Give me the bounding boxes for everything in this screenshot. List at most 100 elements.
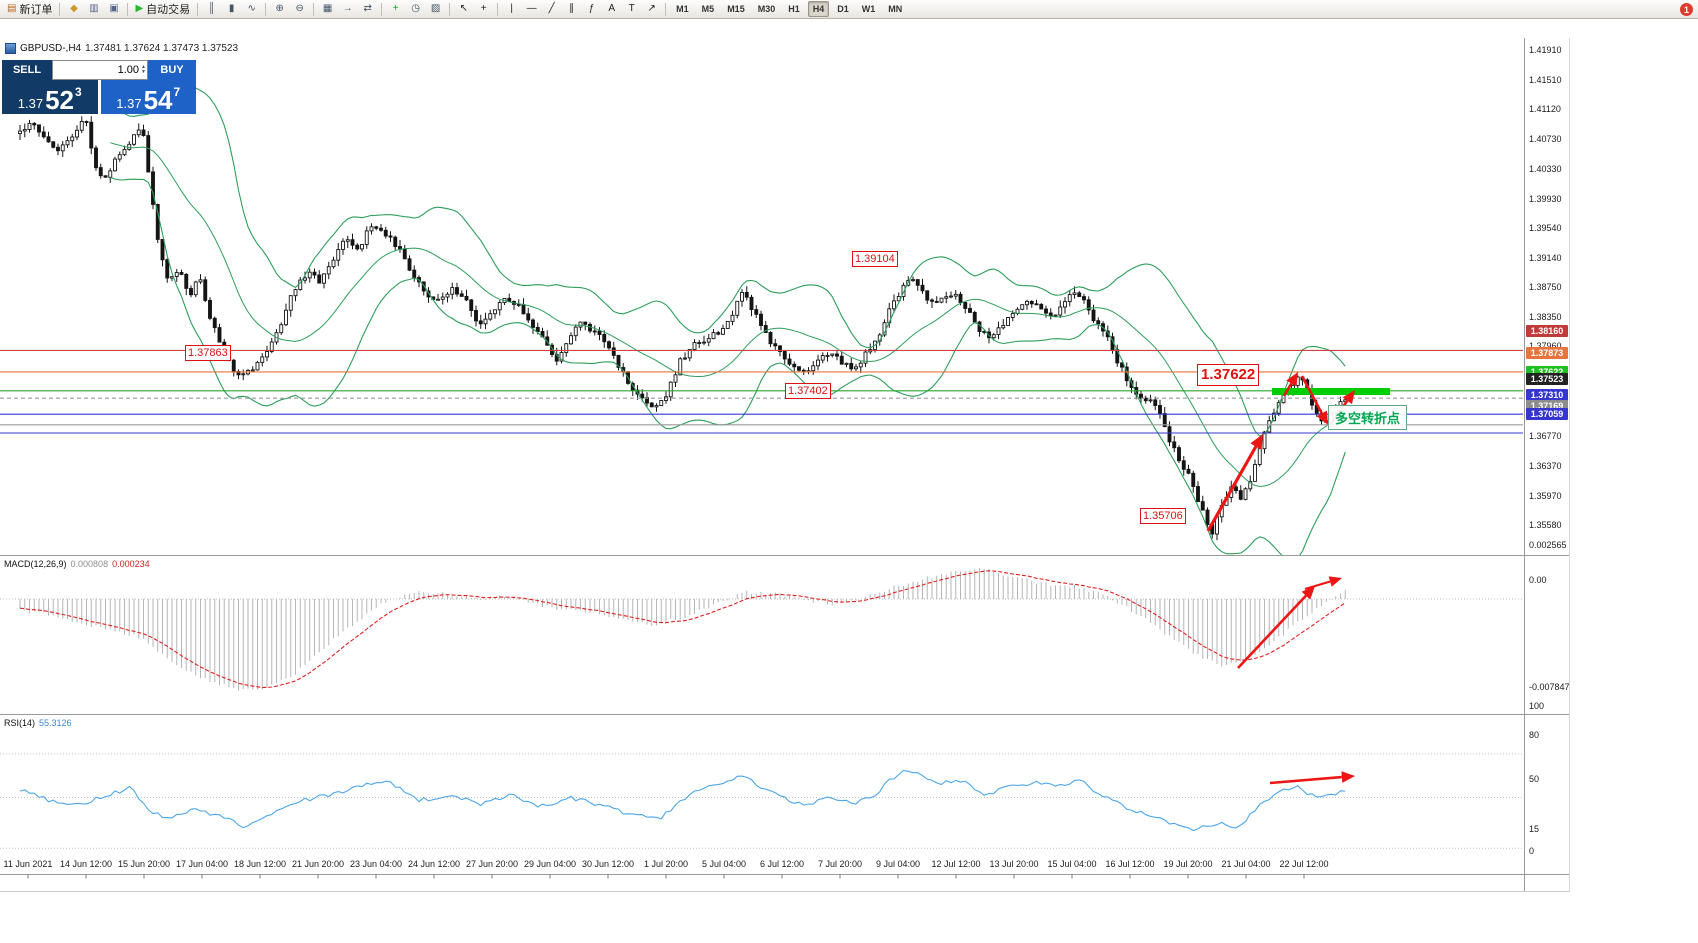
new-order-label: 新订单	[19, 4, 53, 16]
one-click-price-row: 1.37 52 3 1.37 54 7	[2, 80, 196, 114]
macd-main-value: 0.000808	[70, 559, 109, 569]
macd-name: MACD(12,26,9)	[4, 559, 67, 569]
toolbar-fibonacci-button[interactable]: ƒ	[582, 1, 601, 18]
macd-indicator-label: MACD(12,26,9) 0.000808 0.000234	[4, 559, 150, 569]
toolbar-separator	[313, 2, 315, 16]
sell-button[interactable]: SELL	[2, 60, 52, 80]
toolbar-trendline-button[interactable]: ╱	[542, 1, 561, 18]
auto-scroll-icon: →	[342, 3, 353, 14]
volume-value[interactable]: 1.00	[117, 64, 140, 76]
toolbar-chart-shift-button[interactable]: ⇄	[358, 1, 377, 18]
chart-window: GBPUSD-,H4 1.37481 1.37624 1.37473 1.375…	[0, 19, 1570, 943]
toolbar-equidistant-channel-button[interactable]: ∥	[562, 1, 581, 18]
toolbar-horizontal-line-button[interactable]: —	[522, 1, 541, 18]
toolbar-separator	[449, 2, 451, 16]
autotrading-icon: ▶	[135, 3, 144, 14]
timeframe-M30-button[interactable]: M30	[757, 4, 776, 14]
rsi-value: 55.3126	[39, 718, 72, 728]
rsi-name: RSI(14)	[4, 718, 36, 728]
chart-ohlc-values: 1.37481 1.37624 1.37473 1.37523	[85, 43, 239, 54]
volume-field[interactable]: 1.00 ▲ ▼	[52, 60, 148, 80]
chart-canvas[interactable]	[0, 38, 1570, 943]
toolbar-candles-chart-button[interactable]: ▮	[222, 1, 241, 18]
print-icon: ▥	[89, 3, 99, 14]
toolbar-separator	[265, 2, 267, 16]
spinner-down-icon[interactable]: ▼	[141, 69, 146, 75]
toolbar-separator	[59, 2, 61, 16]
chart-mini-icon	[5, 43, 16, 54]
main-toolbar: ▤ 新订单 ◆ ▥ ▣ ▶ 自动交易 ║ ▮ ∿ ⊕ ⊖ ▦ → ⇄ + ◷ ▨ ↖ + | — ╱ ∥ ƒ A T ↗ M1 M5 M15…	[0, 0, 1698, 19]
toolbar-separator	[497, 2, 499, 16]
autotrading-label: 自动交易	[146, 4, 191, 16]
toolbar-zoom-in-button[interactable]: ⊕	[270, 1, 289, 18]
timeframe-D1-button[interactable]: D1	[837, 4, 849, 14]
timeframe-H4-button[interactable]: H4	[807, 1, 830, 17]
toolbar-print-button[interactable]: ▥	[84, 1, 103, 18]
indicators-icon: +	[392, 3, 399, 14]
toolbar-zoom-out-button[interactable]: ⊖	[290, 1, 309, 18]
toolbar-profiles-button[interactable]: ◆	[64, 1, 83, 18]
templates-icon: ▨	[430, 3, 441, 14]
buy-button[interactable]: BUY	[148, 60, 196, 80]
spinner-up-icon[interactable]: ▲	[141, 64, 146, 70]
cursor-icon: ↖	[459, 3, 468, 14]
data-window-icon: ▣	[109, 3, 119, 14]
toolbar-vertical-line-button[interactable]: |	[502, 1, 521, 18]
line-chart-icon: ∿	[247, 3, 256, 14]
one-click-trading-panel: SELL 1.00 ▲ ▼ BUY 1.37 52 3 1.37 54 7	[2, 60, 196, 114]
toolbar-cursor-button[interactable]: ↖	[454, 1, 473, 18]
toolbar-text-button[interactable]: A	[602, 1, 621, 18]
toolbar-bars-chart-button[interactable]: ║	[202, 1, 221, 18]
buy-price-button[interactable]: 1.37 54 7	[100, 80, 196, 115]
toolbar-separator	[197, 2, 199, 16]
volume-spinner[interactable]: ▲ ▼	[141, 65, 146, 75]
timeframe-M15-button[interactable]: M15	[727, 4, 745, 14]
toolbar-text-label-button[interactable]: T	[622, 1, 641, 18]
bars-chart-icon: ║	[208, 3, 216, 14]
trendline-icon: ╱	[548, 3, 555, 14]
notification-badge[interactable]: 1	[1680, 3, 1693, 16]
toolbar-templates-button[interactable]: ▨	[426, 1, 445, 18]
toolbar-new-order-button[interactable]: ▤ 新订单	[4, 1, 55, 18]
macd-signal-value: 0.000234	[112, 559, 150, 569]
sell-price-pips: 52	[45, 84, 75, 115]
timeframe-M1-button[interactable]: M1	[676, 4, 689, 14]
zoom-out-icon: ⊖	[295, 3, 304, 14]
horizontal-line-icon: —	[526, 3, 537, 14]
buy-price-point: 7	[173, 85, 181, 99]
timeframe-MN-button[interactable]: MN	[888, 4, 903, 14]
toolbar-line-chart-button[interactable]: ∿	[242, 1, 261, 18]
toolbar-separator	[665, 2, 667, 16]
tile-windows-icon: ▦	[322, 3, 333, 14]
new-order-icon: ▤	[7, 3, 17, 14]
toolbar-crosshair-button[interactable]: +	[474, 1, 493, 18]
periods-icon: ◷	[411, 3, 421, 14]
toolbar-separator	[381, 2, 383, 16]
zoom-in-icon: ⊕	[275, 3, 284, 14]
text-icon: A	[608, 3, 615, 14]
toolbar-arrows-tool-button[interactable]: ↗	[642, 1, 661, 18]
rsi-plot	[0, 753, 1523, 849]
buy-price-base: 1.37	[116, 96, 142, 112]
text-label-icon: T	[628, 3, 635, 14]
equidistant-channel-icon: ∥	[569, 3, 575, 14]
toolbar-indicators-button[interactable]: +	[386, 1, 405, 18]
sell-price-button[interactable]: 1.37 52 3	[2, 80, 98, 114]
toolbar-tile-windows-button[interactable]: ▦	[318, 1, 337, 18]
timeframe-H1-button[interactable]: H1	[788, 4, 800, 14]
toolbar-autotrading-button[interactable]: ▶ 自动交易	[132, 1, 193, 18]
buy-price-pips: 54	[143, 84, 173, 115]
one-click-top-row: SELL 1.00 ▲ ▼ BUY	[2, 60, 196, 80]
toolbar-separator	[127, 2, 129, 16]
toolbar-periods-button[interactable]: ◷	[406, 1, 425, 18]
toolbar-auto-scroll-button[interactable]: →	[338, 1, 357, 18]
main-chart-plot	[0, 78, 1523, 555]
profiles-icon: ◆	[70, 3, 78, 14]
timeframe-M5-button[interactable]: M5	[701, 4, 715, 14]
chart-shift-icon: ⇄	[363, 3, 372, 14]
toolbar-data-window-button[interactable]: ▣	[104, 1, 123, 18]
crosshair-icon: +	[480, 3, 487, 14]
vertical-line-icon: |	[510, 3, 513, 14]
timeframe-W1-button[interactable]: W1	[861, 4, 876, 14]
sell-price-base: 1.37	[17, 96, 44, 112]
